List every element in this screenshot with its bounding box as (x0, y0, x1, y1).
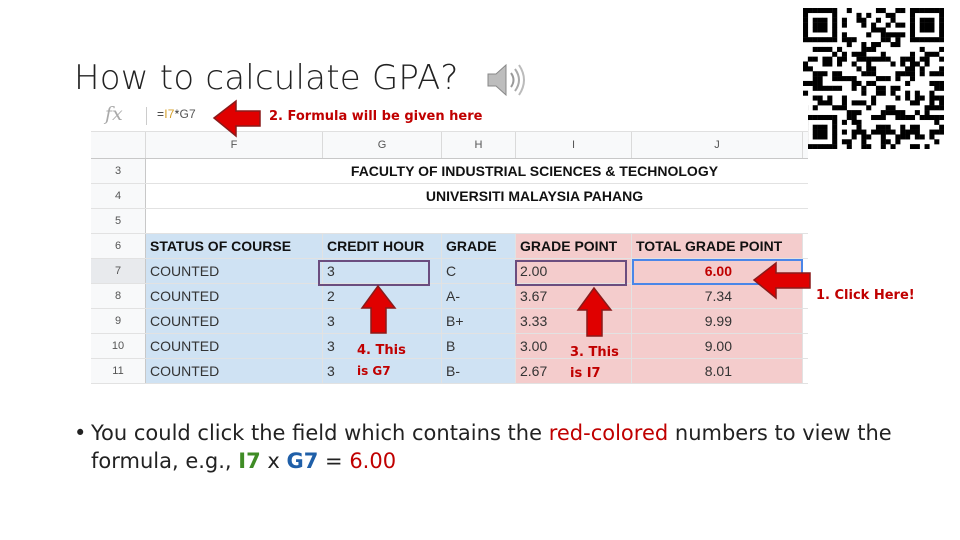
table-row: 11 COUNTED 3 B- 2.67 8.01 (91, 359, 808, 384)
formula-bar: fx =I7*G7 (91, 101, 808, 132)
row-number[interactable]: 6 (91, 234, 146, 258)
selected-cell-j7[interactable] (632, 259, 803, 285)
table-row: 8 COUNTED 2 A- 3.67 7.34 (91, 284, 808, 309)
header-grade[interactable]: GRADE (442, 234, 516, 258)
bullet-g7: G7 (286, 449, 319, 473)
bullet-x: x (260, 449, 287, 473)
row-number[interactable]: 5 (91, 209, 146, 233)
grade-cell[interactable]: A- (442, 284, 516, 308)
sheet-row-4: 4 UNIVERSITI MALAYSIA PAHANG (91, 184, 808, 209)
spreadsheet: fx =I7*G7 F G H I J 3 FACULTY OF INDUSTR… (91, 101, 808, 387)
g7-callout: 4. This is G7 (357, 340, 406, 382)
formula-input[interactable]: =I7*G7 (157, 107, 196, 121)
bullet-text: • You could click the field which contai… (74, 419, 894, 475)
status-cell[interactable]: COUNTED (146, 259, 323, 283)
row-number[interactable]: 3 (91, 159, 146, 183)
formula-ref-i7: I7 (164, 107, 175, 121)
fill-handle[interactable] (799, 281, 805, 287)
sheet-row-6: 6 STATUS OF COURSE CREDIT HOUR GRADE GRA… (91, 234, 808, 259)
grade-cell[interactable]: B+ (442, 309, 516, 333)
row-number[interactable]: 10 (91, 334, 146, 358)
credit-cell[interactable]: 3 (323, 309, 442, 333)
row-number[interactable]: 8 (91, 284, 146, 308)
bullet-result: 6.00 (349, 449, 397, 473)
table-row: 9 COUNTED 3 B+ 3.33 9.99 (91, 309, 808, 334)
status-cell[interactable]: COUNTED (146, 284, 323, 308)
speaker-icon[interactable] (482, 56, 530, 104)
i7-callout-line1: 3. This (570, 345, 619, 360)
column-header-row: F G H I J (91, 132, 808, 159)
header-total-grade-point[interactable]: TOTAL GRADE POINT (632, 234, 803, 258)
formula-callout: 2. Formula will be given here (269, 109, 483, 124)
g7-callout-line2: is G7 (357, 364, 391, 378)
bullet-dot: • (74, 421, 87, 445)
total-grade-point-cell[interactable]: 8.01 (632, 359, 803, 383)
column-header-i[interactable]: I (516, 132, 632, 158)
grade-point-cell[interactable]: 3.33 (516, 309, 632, 333)
slide-title: How to calculate GPA? (74, 58, 459, 98)
header-status[interactable]: STATUS OF COURSE (146, 234, 323, 258)
sheet-row-5: 5 (91, 209, 808, 234)
total-grade-point-cell[interactable]: 9.99 (632, 309, 803, 333)
bullet-red-colored: red-colored (548, 421, 669, 445)
grade-cell[interactable]: B (442, 334, 516, 358)
faculty-title[interactable]: FACULTY OF INDUSTRIAL SCIENCES & TECHNOL… (350, 163, 719, 179)
row-number[interactable]: 7 (91, 259, 146, 283)
bullet-part2: numbers to view the formula, e.g., (91, 421, 892, 473)
grade-point-cell[interactable]: 2.67 (516, 359, 632, 383)
bullet-eq: = (318, 449, 350, 473)
formula-operator: * (174, 107, 180, 121)
i7-callout-line2: is I7 (570, 366, 601, 381)
grade-point-cell[interactable]: 3.67 (516, 284, 632, 308)
credit-cell[interactable]: 2 (323, 284, 442, 308)
grade-cell[interactable]: C (442, 259, 516, 283)
column-header-f[interactable]: F (146, 132, 323, 158)
i7-callout: 3. This is I7 (570, 342, 619, 384)
credit-cell[interactable]: 3 (323, 359, 442, 383)
total-grade-point-cell[interactable]: 9.00 (632, 334, 803, 358)
status-cell[interactable]: COUNTED (146, 359, 323, 383)
credit-cell-g7[interactable]: 3 (323, 259, 442, 283)
row-number[interactable]: 9 (91, 309, 146, 333)
row-number[interactable]: 11 (91, 359, 146, 383)
table-row: 7 COUNTED 3 C 2.00 6.00 (91, 259, 808, 284)
table-row: 10 COUNTED 3 B 3.00 9.00 (91, 334, 808, 359)
row-number[interactable]: 4 (91, 184, 146, 208)
column-header-g[interactable]: G (323, 132, 442, 158)
formula-separator (146, 107, 147, 125)
g7-callout-line1: 4. This (357, 343, 406, 358)
formula-eq: = (157, 107, 165, 121)
credit-cell[interactable]: 3 (323, 334, 442, 358)
column-header-h[interactable]: H (442, 132, 516, 158)
university-title[interactable]: UNIVERSITI MALAYSIA PAHANG (425, 188, 644, 204)
grade-point-cell-i7[interactable]: 2.00 (516, 259, 632, 283)
grade-cell[interactable]: B- (442, 359, 516, 383)
qr-code (803, 8, 945, 150)
header-grade-point[interactable]: GRADE POINT (516, 234, 632, 258)
header-credit[interactable]: CREDIT HOUR (323, 234, 442, 258)
column-header-j[interactable]: J (632, 132, 803, 158)
sheet-row-3: 3 FACULTY OF INDUSTRIAL SCIENCES & TECHN… (91, 159, 808, 184)
bullet-i7: I7 (238, 449, 261, 473)
fx-icon: fx (105, 103, 123, 125)
status-cell[interactable]: COUNTED (146, 309, 323, 333)
bullet-part1: You could click the field which contains… (91, 421, 549, 445)
grade-point-cell[interactable]: 3.00 (516, 334, 632, 358)
corner-header (91, 132, 146, 158)
status-cell[interactable]: COUNTED (146, 334, 323, 358)
click-here-callout: 1. Click Here! (816, 288, 915, 303)
total-grade-point-cell[interactable]: 7.34 (632, 284, 803, 308)
formula-ref-g7: G7 (179, 107, 196, 121)
